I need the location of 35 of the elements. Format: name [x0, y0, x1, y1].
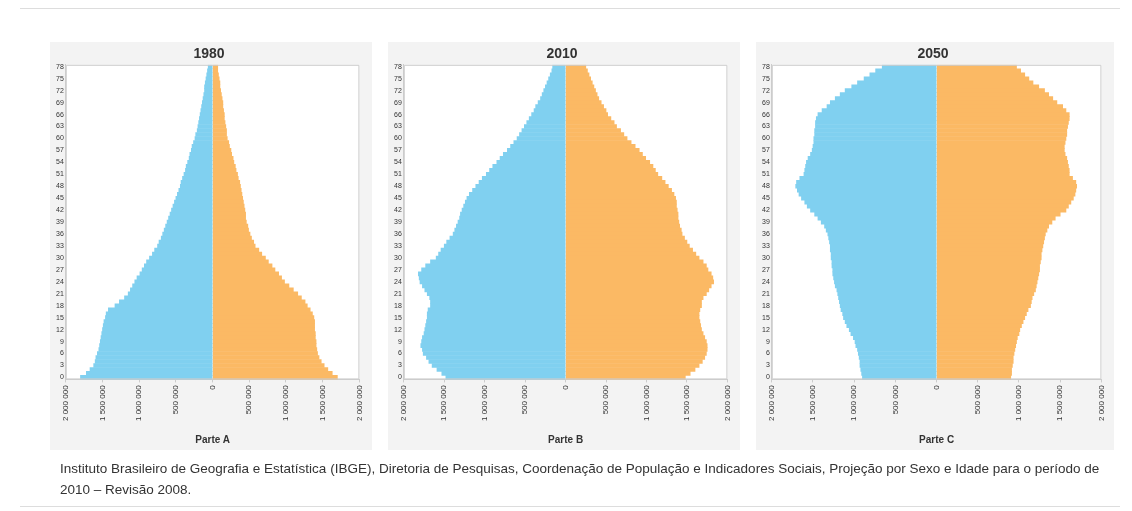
x-tick-label: 500 000	[890, 384, 900, 415]
text: Instituto Brasileiro de Geografia e Estatística (IBGE), Diretoria de Pesquisas, Coordenação de População e Indicadores Sociais, Projeção por Sexo e Idade para o período de 2010 – Revisão 2008.	[60, 460, 1100, 499]
x-tick-label: 2 000 000	[60, 384, 70, 421]
x-tick-label: 500 000	[171, 384, 181, 415]
x-tick-label: 1 500 000	[808, 384, 818, 421]
x-tick-label: 2 000 000	[398, 384, 408, 421]
x-tick-label: 2 000 000	[722, 384, 732, 421]
x-axis-title: Parte A	[195, 433, 230, 445]
x-tick-label: 1 000 000	[479, 384, 489, 421]
x-axis-title: Parte C	[919, 433, 955, 445]
x-tick-label: 1 000 000	[281, 384, 291, 421]
x-tick-label: 500 000	[973, 384, 982, 415]
x-tick-label: 1 500 000	[317, 384, 327, 421]
x-tick-label: 0	[207, 384, 217, 390]
x-tick-label: 1 000 000	[641, 384, 651, 421]
x-tick-label: 500 000	[244, 384, 254, 415]
chart-title: 2010	[546, 45, 578, 62]
x-tick-label: 1 500 000	[1055, 384, 1065, 421]
x-tick-label: 1 500 000	[682, 384, 692, 421]
x-tick-label: 1 500 000	[439, 384, 449, 421]
x-tick-label: 500 000	[520, 384, 530, 415]
x-tick-label: 1 000 000	[134, 384, 144, 421]
x-tick-label: 0	[931, 384, 941, 390]
x-tick-label: 2 000 000	[354, 384, 364, 421]
chart-title: 2050	[917, 45, 949, 62]
x-tick-label: 2 000 000	[1096, 384, 1106, 421]
x-tick-label: 2 000 000	[766, 384, 776, 421]
chart-title: 1980	[193, 45, 225, 62]
x-tick-label: 0	[560, 384, 570, 390]
x-tick-label: 1 000 000	[1014, 384, 1024, 421]
x-axis-title: Parte B	[548, 433, 584, 445]
bar	[212, 76, 220, 82]
x-tick-label: 500 000	[601, 384, 611, 415]
x-tick-label: 1 500 000	[97, 384, 107, 421]
x-tick-label: 1 000 000	[849, 384, 859, 421]
